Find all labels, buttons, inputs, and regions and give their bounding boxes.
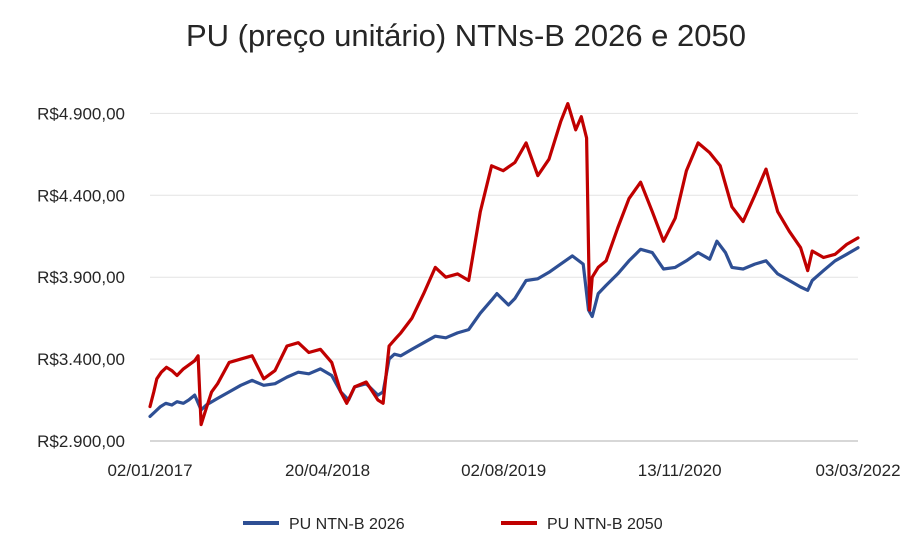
chart-title: PU (preço unitário) NTNs-B 2026 e 2050 [186, 18, 746, 53]
legend-label: PU NTN-B 2026 [289, 516, 405, 533]
y-tick-label: R$3.400,00 [37, 350, 125, 369]
x-axis-ticks: 02/01/2017 20/04/2018 02/08/2019 13/11/2020… [107, 461, 900, 480]
y-tick-label: R$4.900,00 [37, 104, 125, 123]
y-axis-ticks: R$2.900,00 R$3.400,00 R$3.900,00 R$4.400,00… [37, 104, 125, 451]
series-line-ntnb-2050 [148, 102, 860, 427]
x-tick-label: 02/01/2017 [107, 461, 192, 480]
x-tick-label: 13/11/2020 [638, 461, 722, 480]
y-tick-label: R$4.400,00 [37, 186, 125, 205]
y-tick-label: R$2.900,00 [37, 432, 125, 451]
series-lines [148, 102, 860, 427]
legend: PU NTN-B 2026 PU NTN-B 2050 [243, 516, 663, 533]
x-tick-label: 02/08/2019 [461, 461, 546, 480]
gridlines [150, 112, 858, 442]
series-line-ntnb-2026 [148, 239, 860, 418]
legend-label: PU NTN-B 2050 [547, 516, 663, 533]
y-tick-label: R$3.900,00 [37, 268, 125, 287]
x-tick-label: 20/04/2018 [285, 461, 370, 480]
x-tick-label: 03/03/2022 [815, 461, 900, 480]
